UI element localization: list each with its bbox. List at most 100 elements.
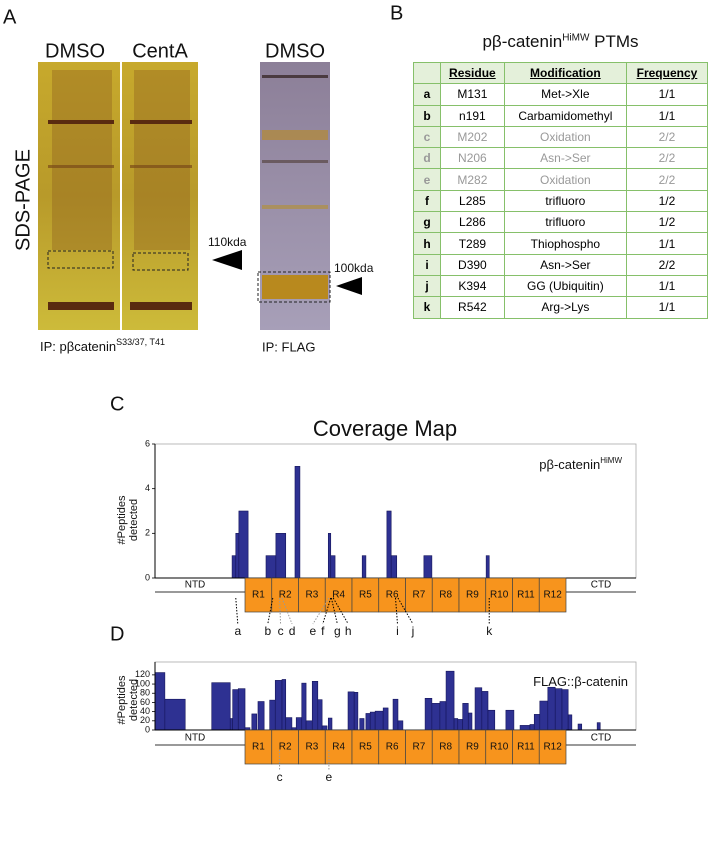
domain-label: R5 bbox=[359, 742, 372, 753]
bar bbox=[265, 555, 277, 579]
domain-label: R5 bbox=[359, 590, 372, 601]
table-row: g L286 trifluoro 1/2 bbox=[413, 211, 709, 234]
title-sup: HiMW bbox=[562, 32, 590, 44]
table-cell: j bbox=[413, 274, 441, 298]
annotation-label: c bbox=[278, 624, 284, 638]
bar bbox=[487, 709, 496, 731]
table-cell: L286 bbox=[440, 211, 505, 234]
bar bbox=[554, 688, 563, 731]
gel-left bbox=[38, 62, 242, 330]
annotation-label: g bbox=[334, 624, 341, 638]
table-cell: L285 bbox=[440, 189, 505, 213]
table-cell: trifluoro bbox=[503, 189, 627, 213]
domain-box bbox=[485, 729, 513, 765]
table-cell: 1/2 bbox=[625, 211, 709, 234]
table-cell: K394 bbox=[440, 274, 505, 298]
lane-label: DMSO bbox=[265, 40, 325, 62]
table-cell: Carbamidomethyl bbox=[503, 104, 627, 127]
domain-label: R3 bbox=[305, 742, 318, 753]
domain-label: R2 bbox=[279, 742, 292, 753]
bar bbox=[353, 692, 359, 731]
table-cell: Oxidation bbox=[503, 125, 627, 149]
domain-box bbox=[431, 729, 460, 765]
bar bbox=[567, 714, 573, 731]
y-tick-label: 100 bbox=[135, 678, 150, 688]
y-tick-label: 40 bbox=[140, 706, 150, 716]
domain-box bbox=[271, 729, 299, 765]
domain-label: CTD bbox=[591, 733, 612, 744]
annotation-label: k bbox=[486, 624, 493, 638]
bar bbox=[397, 720, 404, 731]
y-tick-label: 0 bbox=[145, 724, 150, 734]
table-cell: k bbox=[413, 296, 441, 319]
ip-label: IP: FLAG bbox=[262, 339, 315, 354]
bar bbox=[317, 699, 323, 731]
annotation-line bbox=[330, 597, 338, 625]
table-cell: h bbox=[413, 232, 441, 255]
bar bbox=[347, 691, 355, 731]
y-tick-label: 20 bbox=[140, 715, 150, 725]
domain-box bbox=[298, 729, 326, 765]
bar bbox=[392, 698, 399, 731]
domain-label: R10 bbox=[490, 590, 509, 601]
bar bbox=[251, 713, 258, 731]
annotation-line bbox=[312, 597, 330, 625]
table-cell: 2/2 bbox=[625, 147, 709, 170]
table-row: d N206 Asn->Ser 2/2 bbox=[413, 147, 709, 170]
table-row: b n191 Carbamidomethyl 1/1 bbox=[413, 104, 709, 127]
domain-label: R7 bbox=[412, 742, 425, 753]
annotation-label: j bbox=[411, 624, 415, 638]
header-cell: Frequency bbox=[625, 61, 709, 85]
domain-box bbox=[405, 729, 433, 765]
domain-label: R10 bbox=[490, 742, 509, 753]
annotation-label: b bbox=[264, 624, 271, 638]
bar bbox=[305, 720, 313, 731]
bar bbox=[386, 510, 392, 579]
y-tick-label: 6 bbox=[145, 438, 150, 448]
domain-box bbox=[324, 577, 353, 613]
bar bbox=[232, 689, 239, 731]
bar bbox=[285, 717, 293, 731]
table-cell: 2/2 bbox=[625, 253, 709, 276]
legend-text: pβ-catenin bbox=[539, 457, 600, 472]
lane-label: CentA bbox=[132, 40, 188, 62]
annotation-line bbox=[395, 597, 398, 625]
domain-label: R1 bbox=[252, 590, 265, 601]
table-cell: 1/1 bbox=[625, 296, 709, 319]
bar bbox=[577, 723, 583, 731]
domain-box bbox=[378, 577, 406, 613]
panel-label: C bbox=[110, 393, 124, 415]
bar bbox=[519, 725, 531, 731]
bar bbox=[439, 701, 447, 731]
annotation-label: h bbox=[345, 624, 352, 638]
domain-label: R4 bbox=[332, 742, 345, 753]
bar bbox=[382, 707, 389, 731]
domain-box bbox=[351, 577, 380, 613]
domain-label: R8 bbox=[439, 590, 452, 601]
lane-label: DMSO bbox=[45, 40, 105, 62]
domain-label: R2 bbox=[279, 590, 292, 601]
domain-label: NTD bbox=[185, 580, 206, 591]
panel-label: D bbox=[110, 623, 124, 645]
table-cell: g bbox=[413, 211, 441, 234]
bar bbox=[330, 555, 336, 579]
legend-sup: HiMW bbox=[600, 456, 622, 465]
bar bbox=[237, 688, 246, 731]
bar bbox=[269, 699, 276, 731]
bar bbox=[321, 725, 328, 731]
table-cell: d bbox=[413, 147, 441, 170]
ip-label: IP: pβcateninS33/37, T41 bbox=[40, 337, 165, 354]
annotation-label: i bbox=[396, 624, 399, 638]
domain-box bbox=[244, 577, 273, 613]
bar bbox=[275, 533, 287, 579]
domain-label: R3 bbox=[305, 590, 318, 601]
bar bbox=[374, 710, 384, 731]
y-axis-label: #Peptides bbox=[116, 675, 128, 724]
table-row: f L285 trifluoro 1/2 bbox=[413, 189, 709, 213]
y-tick-label: 80 bbox=[140, 688, 150, 698]
domain-label: NTD bbox=[185, 733, 206, 744]
panel-label: A bbox=[3, 6, 17, 28]
bar bbox=[423, 555, 433, 579]
bar bbox=[257, 701, 265, 731]
domain-label: R6 bbox=[386, 590, 399, 601]
